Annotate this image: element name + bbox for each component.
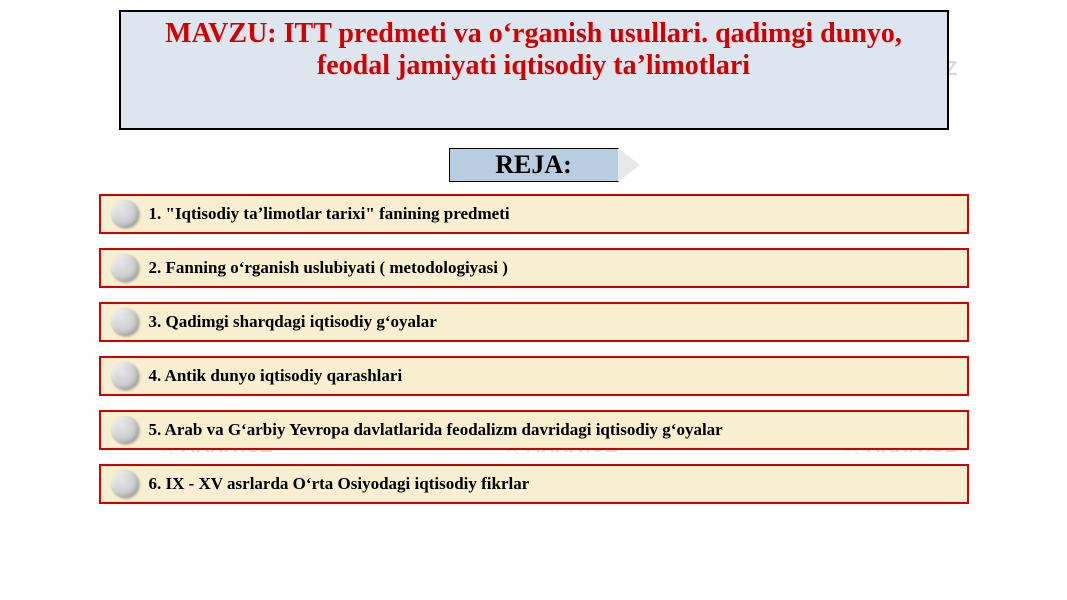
items-list: 1. "Iqtisodiy taʼlimotlar tarixi" fanini… (99, 194, 969, 504)
reja-box: REJA: (449, 148, 619, 182)
bullet-icon (111, 362, 139, 390)
list-item: 6. IX - XV asrlarda Oʻrta Osiyodagi iqti… (99, 464, 969, 504)
list-item: 2. Fanning oʻrganish uslubiyati ( metodo… (99, 248, 969, 288)
slide-content: MAVZU: ITT predmeti va oʻrganish usullar… (0, 0, 1067, 504)
bullet-icon (111, 254, 139, 282)
list-item-text: 6. IX - XV asrlarda Oʻrta Osiyodagi iqti… (149, 473, 530, 494)
list-item-text: 3. Qadimgi sharqdagi iqtisodiy gʻoyalar (149, 311, 437, 332)
list-item-text: 1. "Iqtisodiy taʼlimotlar tarixi" fanini… (149, 203, 510, 224)
reja-label: REJA: (495, 150, 572, 180)
reja-container: REJA: (0, 148, 1067, 182)
list-item-text: 2. Fanning oʻrganish uslubiyati ( metodo… (149, 257, 508, 278)
list-item-text: 5. Arab va Gʻarbiy Yevropa davlatlarida … (149, 419, 723, 440)
list-item: 4. Antik dunyo iqtisodiy qarashlari (99, 356, 969, 396)
bullet-icon (111, 308, 139, 336)
bullet-icon (111, 200, 139, 228)
list-item: 5. Arab va Gʻarbiy Yevropa davlatlarida … (99, 410, 969, 450)
bullet-icon (111, 470, 139, 498)
bullet-icon (111, 416, 139, 444)
title-text: MAVZU: ITT predmeti va oʻrganish usullar… (165, 18, 902, 81)
reja-arrow-icon (618, 148, 640, 182)
list-item-text: 4. Antik dunyo iqtisodiy qarashlari (149, 365, 403, 386)
list-item: 1. "Iqtisodiy taʼlimotlar tarixi" fanini… (99, 194, 969, 234)
list-item: 3. Qadimgi sharqdagi iqtisodiy gʻoyalar (99, 302, 969, 342)
title-box: MAVZU: ITT predmeti va oʻrganish usullar… (119, 10, 949, 130)
